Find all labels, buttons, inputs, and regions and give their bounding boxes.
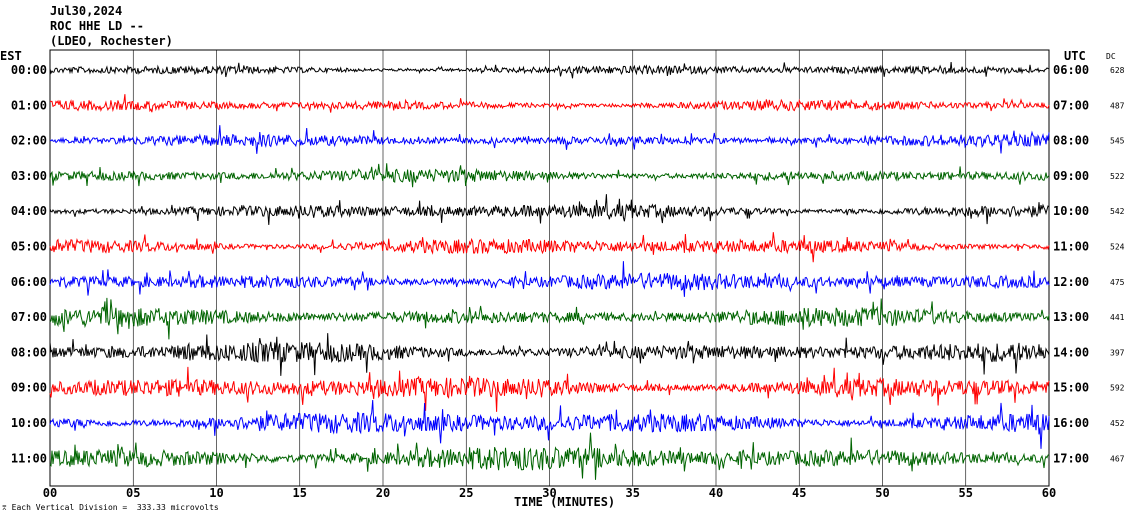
left-time-label: 10:00 [11,416,47,430]
trace-line [49,399,1050,449]
left-time-label: 09:00 [11,381,47,395]
right-time-label: 08:00 [1053,134,1089,148]
left-time-label: 02:00 [11,134,47,148]
right-zone-label: UTC [1064,49,1086,63]
dc-offset-label: 475 [1110,278,1125,287]
left-time-label: 03:00 [11,169,47,183]
header-date: Jul30,2024 [50,4,123,18]
trace-line [49,333,1050,376]
right-time-label: 13:00 [1053,310,1089,324]
x-axis-title: TIME (MINUTES) [514,495,616,509]
left-time-label: 11:00 [11,451,47,465]
right-time-label: 14:00 [1053,345,1089,359]
x-tick-label: 55 [959,486,973,500]
trace-line [49,163,1050,188]
right-time-label: 10:00 [1053,204,1089,218]
left-zone-label: EST [0,49,22,63]
left-time-label: 00:00 [11,63,47,77]
left-time-label: 01:00 [11,98,47,112]
dc-offset-label: 524 [1110,243,1125,252]
x-tick-label: 60 [1042,486,1056,500]
scale-note-text: Each Vertical Division = 333.33 microvol… [11,503,219,512]
x-tick-label: 50 [875,486,889,500]
right-time-label: 17:00 [1053,451,1089,465]
header-station: ROC HHE LD -- [50,19,144,33]
trace-line [49,125,1050,154]
x-tick-label: 05 [126,486,140,500]
trace-line [49,62,1050,79]
x-tick-label: 00 [43,486,57,500]
x-tick-label: 15 [293,486,307,500]
left-time-label: 04:00 [11,204,47,218]
x-tick-label: 40 [709,486,723,500]
x-tick-label: 35 [626,486,640,500]
right-time-label: 11:00 [1053,240,1089,254]
plot-grid [49,49,1050,487]
right-time-label: 16:00 [1053,416,1089,430]
header-location: (LDEO, Rochester) [50,34,173,48]
trace-line [49,432,1050,480]
scale-mark-icon: ⌆ [2,503,12,512]
scale-note: ⌆ Each Vertical Division = 333.33 microv… [2,501,219,514]
x-tick-label: 30 [542,486,556,500]
dc-offset-label: 592 [1110,384,1125,393]
trace-line [49,94,1050,113]
dc-offset-label: 467 [1110,454,1125,463]
x-tick-label: 20 [376,486,390,500]
dc-offset-label: 487 [1110,101,1125,110]
left-time-label: 06:00 [11,275,47,289]
x-tick-label: 25 [459,486,473,500]
dc-offset-label: 452 [1110,419,1125,428]
x-tick-label: 10 [209,486,223,500]
dc-offset-label: 628 [1110,66,1125,75]
dc-offset-label: 545 [1110,137,1125,146]
trace-line [49,261,1050,297]
right-time-label: 06:00 [1053,63,1089,77]
dc-offset-label: 522 [1110,172,1125,181]
left-time-label: 08:00 [11,345,47,359]
right-time-label: 09:00 [1053,169,1089,183]
left-time-label: 07:00 [11,310,47,324]
trace-line [49,366,1050,412]
trace-line [49,232,1050,263]
trace-line [49,297,1050,340]
right-time-label: 12:00 [1053,275,1089,289]
dc-offset-label: 441 [1110,313,1125,322]
dc-offset-label: 397 [1110,348,1125,357]
left-time-label: 05:00 [11,240,47,254]
x-tick-label: 45 [792,486,806,500]
right-time-label: 15:00 [1053,381,1089,395]
seismogram-traces [49,62,1050,480]
dc-offset-label: 542 [1110,207,1125,216]
right-time-label: 07:00 [1053,98,1089,112]
trace-line [49,194,1050,225]
plot-labels: 00 05 10 15 20 25 30 35 40 45 50 55 60 00:00 06:00 628 0… [11,63,1125,500]
dc-column-label: DC [1106,52,1116,61]
